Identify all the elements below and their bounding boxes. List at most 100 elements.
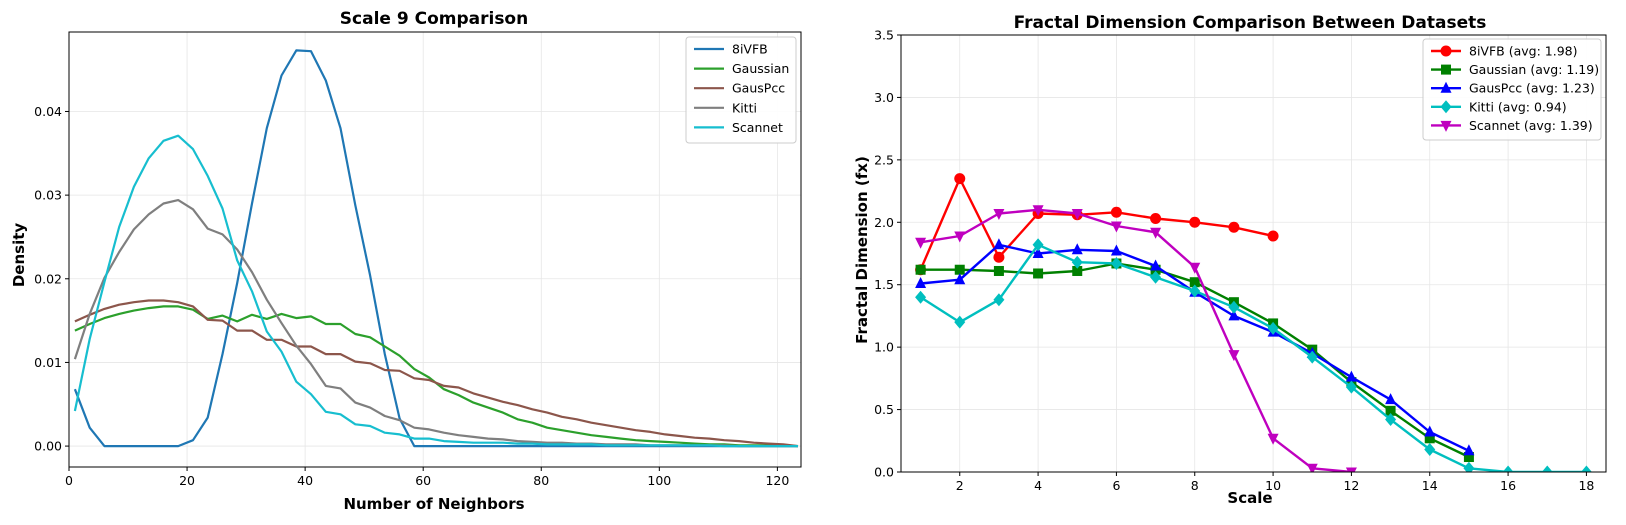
data-point-scannet <box>954 231 966 243</box>
y-tick-label: 2.0 <box>874 215 894 230</box>
legend-label: 8iVFB (avg: 1.98) <box>1469 44 1577 59</box>
series-line-8ivfb <box>919 177 1274 271</box>
series-line-gauspcc <box>74 299 799 448</box>
data-point-gaussian <box>1424 433 1435 444</box>
legend-frame <box>685 36 797 144</box>
data-point-scannet <box>1306 463 1318 472</box>
legend-frame <box>1422 38 1602 141</box>
legend: 8iVFB Gaussian GausPcc Kitti Scannet <box>685 36 797 144</box>
data-point-8ivfb <box>1110 206 1122 218</box>
data-point-gauspcc <box>1345 370 1357 382</box>
y-tick-label: 1.0 <box>874 340 894 355</box>
data-point-scannet <box>1189 262 1201 274</box>
data-point-8ivfb <box>1189 216 1201 228</box>
data-point-gaussian <box>993 265 1004 276</box>
y-tick-label: 1.5 <box>874 277 894 292</box>
series-gauspcc <box>74 299 799 448</box>
series-line-kitti <box>73 199 798 448</box>
data-point-kitti <box>1267 321 1279 335</box>
data-point-gauspcc <box>915 276 927 288</box>
legend-marker <box>1440 120 1452 132</box>
x-tick-label: 16 <box>1500 478 1516 493</box>
y-tick-label: 0.01 <box>34 355 62 370</box>
series-kitti <box>915 238 1592 472</box>
series-line-kitti <box>919 243 1587 472</box>
data-point-scannet <box>1345 467 1357 472</box>
data-point-gauspcc <box>1071 243 1083 255</box>
data-point-kitti <box>1345 380 1357 394</box>
series-line-scannet <box>920 208 1352 472</box>
data-point-gaussian <box>954 264 965 275</box>
chart-title: Fractal Dimension Comparison Between Dat… <box>1014 13 1487 33</box>
y-tick-label: 3.0 <box>874 90 894 105</box>
x-tick-label: 18 <box>1578 478 1594 493</box>
legend-item-8ivfb: 8iVFB <box>694 42 768 57</box>
y-tick-label: 2.5 <box>874 152 894 167</box>
panel-scale9-comparison: Scale 9 Comparison 0 20 40 60 80 100 120 0.00 0.… <box>10 9 802 513</box>
panel-fractal-dimension: Fractal Dimension Comparison Between Dat… <box>853 13 1607 507</box>
data-point-kitti <box>993 293 1005 307</box>
legend-label: 8iVFB <box>732 42 768 57</box>
data-point-gaussian <box>1385 405 1396 416</box>
x-tick-label: 100 <box>647 473 671 488</box>
data-point-scannet <box>1071 209 1083 221</box>
plot-area <box>73 49 799 448</box>
data-point-scannet <box>1110 221 1122 233</box>
series-8ivfb <box>915 173 1279 276</box>
data-point-gauspcc <box>1150 259 1162 271</box>
plot-area <box>915 173 1592 472</box>
data-point-8ivfb <box>993 251 1005 263</box>
data-point-kitti <box>1541 465 1553 472</box>
data-point-gauspcc <box>1463 444 1475 456</box>
y-tick-label: 0.5 <box>874 402 894 417</box>
x-tick-label: 120 <box>765 473 789 488</box>
data-point-kitti <box>1189 284 1201 298</box>
data-point-gauspcc <box>1424 425 1436 437</box>
grid <box>68 32 801 467</box>
x-tick-label: 80 <box>533 473 549 488</box>
data-point-gaussian <box>1463 452 1474 463</box>
data-point-8ivfb <box>1150 213 1162 225</box>
series-gaussian <box>74 305 799 448</box>
legend-label: Gaussian <box>732 61 789 76</box>
data-point-8ivfb <box>1267 230 1279 242</box>
data-point-kitti <box>1110 256 1122 270</box>
legend-marker <box>1440 45 1452 57</box>
data-point-kitti <box>1228 300 1240 314</box>
legend-marker <box>1441 64 1451 75</box>
series-scannet <box>73 134 798 448</box>
legend-label: Scannet (avg: 1.39) <box>1469 118 1593 133</box>
legend-label: Scannet <box>732 120 783 135</box>
data-point-kitti <box>915 290 927 304</box>
legend-item-gauspcc: GausPcc <box>694 81 785 96</box>
data-point-8ivfb <box>1228 221 1240 233</box>
legend-item-kitti: Kitti <box>694 100 757 115</box>
legend-label: GausPcc <box>732 81 785 96</box>
legend-item-kitti: Kitti (avg: 0.94) <box>1431 99 1567 114</box>
x-tick-label: 6 <box>1112 478 1120 493</box>
legend-marker <box>1440 100 1452 114</box>
axes: 0 20 40 60 80 100 120 0.00 0.01 0.02 0.03 0.04 <box>34 31 802 488</box>
x-tick-label: 2 <box>956 478 964 493</box>
data-point-gauspcc <box>1385 393 1397 405</box>
data-point-kitti <box>1385 413 1397 427</box>
data-point-kitti <box>1580 465 1592 472</box>
y-tick-label: 0.0 <box>874 465 894 480</box>
x-tick-label: 14 <box>1422 478 1438 493</box>
data-point-gauspcc <box>1032 247 1044 258</box>
series-line-gaussian <box>74 305 799 448</box>
legend-marker <box>1440 81 1452 93</box>
data-point-scannet <box>1228 350 1240 362</box>
x-tick-label: 0 <box>65 473 73 488</box>
data-point-kitti <box>954 315 966 329</box>
data-point-kitti <box>1150 270 1162 284</box>
data-point-scannet <box>1150 227 1162 239</box>
series-kitti <box>73 199 798 448</box>
axes-frame <box>900 34 1607 473</box>
y-tick-label: 0.03 <box>34 188 62 203</box>
x-tick-label: 12 <box>1343 478 1359 493</box>
data-point-kitti <box>1463 461 1475 472</box>
x-tick-label: 10 <box>1265 478 1281 493</box>
y-tick-label: 0.02 <box>34 271 62 286</box>
y-tick-label: 0.00 <box>34 439 62 454</box>
